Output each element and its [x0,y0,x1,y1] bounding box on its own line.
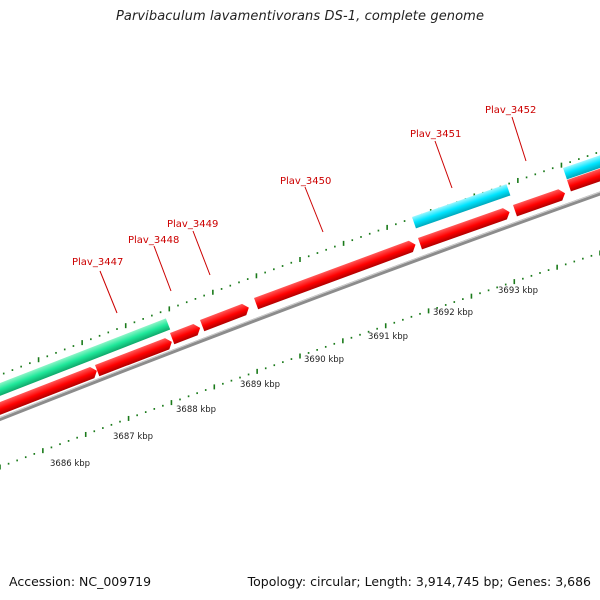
genome-title: Parvibaculum lavamentivorans DS-1, compl… [115,9,485,24]
gene-label-plav-3451: Plav_3451 [410,129,461,140]
genome-backbone-highlight [0,191,600,419]
cds-feature-plav-3452 [513,189,566,217]
cds-feature-right-edge [567,165,600,192]
cds-feature-plav-3449 [200,303,249,332]
gene-label-plav-3449: Plav_3449 [167,219,218,230]
scale-label-3686: 3686 kbp [50,459,90,469]
scale-label-3692: 3692 kbp [433,308,473,318]
cds-feature-plav-3447 [95,338,172,377]
scale-label-3693: 3693 kbp [498,286,538,296]
accession-text: Accession: NC_009719 [9,574,152,589]
rna-feature-cyan-plav-3451 [412,184,511,229]
lower-tick-track [0,250,600,470]
gene-label-plav-3447: Plav_3447 [72,257,123,268]
gene-leader-lines [99,116,527,314]
gene-label-plav-3452: Plav_3452 [485,105,536,116]
gene-label-plav-3448: Plav_3448 [128,235,179,246]
cds-feature-left-edge [0,366,97,419]
upper-tick-track [2,152,598,375]
cds-feature-plav-3450 [254,240,416,310]
scale-label-3691: 3691 kbp [368,332,408,342]
genome-backbone [0,191,600,422]
cds-feature-plav-3451 [418,208,510,250]
scale-label-3688: 3688 kbp [176,405,216,415]
scale-label-3690: 3690 kbp [304,355,344,365]
scale-label-3687: 3687 kbp [113,432,153,442]
genome-stats-text: Topology: circular; Length: 3,914,745 bp… [247,574,591,589]
scale-label-3689: 3689 kbp [240,380,280,390]
cds-feature-plav-3448 [170,324,201,345]
rna-feature-cyan-right [563,151,600,180]
gene-label-plav-3450: Plav_3450 [280,176,331,187]
rna-feature-green [0,318,171,398]
